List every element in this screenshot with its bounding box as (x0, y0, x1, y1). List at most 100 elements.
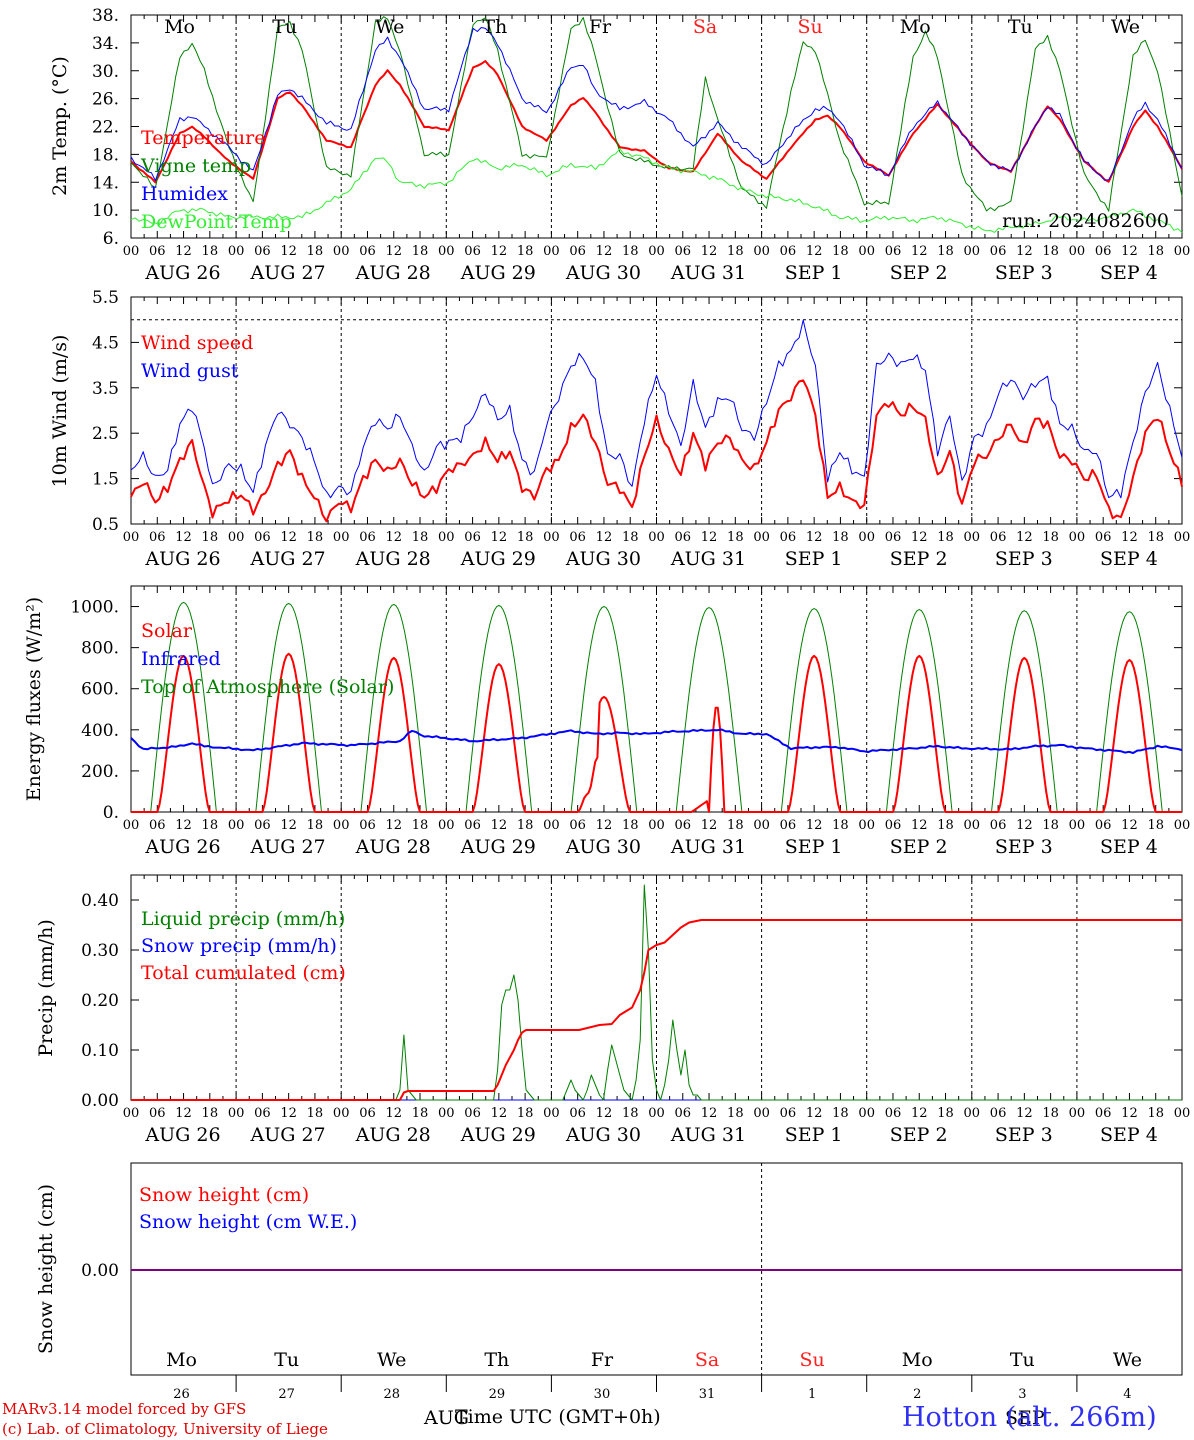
hour-tick-label: 18 (202, 530, 219, 545)
hour-tick-label: 06 (254, 244, 271, 259)
hour-tick-label: 06 (569, 1106, 586, 1121)
y-tick-label: 0.5 (92, 515, 119, 535)
date-label: SEP 4 (1100, 548, 1158, 570)
hour-tick-label: 06 (149, 818, 166, 833)
y-tick-label: 22. (92, 118, 119, 138)
hour-tick-label: 12 (911, 530, 928, 545)
date-label: SEP 1 (785, 548, 843, 570)
hour-tick-label: 12 (701, 1106, 718, 1121)
y-axis-label: Precip (mm/h) (35, 919, 57, 1057)
day-number: 2 (913, 1387, 921, 1402)
hour-tick-label: 18 (307, 818, 324, 833)
hour-tick-label: 18 (517, 244, 534, 259)
month-label: AUG (423, 1407, 469, 1429)
hour-tick-label: 12 (491, 530, 508, 545)
date-label: AUG 29 (460, 548, 536, 570)
date-label: AUG 27 (250, 836, 326, 858)
hour-tick-label: 00 (543, 244, 560, 259)
hour-tick-label: 18 (727, 530, 744, 545)
hour-tick-label: 00 (228, 244, 245, 259)
hour-tick-label: 18 (517, 1106, 534, 1121)
hour-tick-label: 12 (701, 530, 718, 545)
hour-tick-label: 00 (123, 818, 140, 833)
date-label: AUG 31 (670, 262, 746, 284)
hour-tick-label: 00 (1174, 818, 1191, 833)
hour-tick-label: 18 (832, 530, 849, 545)
day-name: Tu (272, 16, 297, 38)
day-number: 29 (489, 1387, 506, 1402)
hour-tick-label: 00 (1069, 530, 1086, 545)
date-label: SEP 1 (785, 836, 843, 858)
hour-tick-label: 00 (333, 244, 350, 259)
date-label: AUG 30 (565, 548, 641, 570)
hour-tick-label: 00 (858, 530, 875, 545)
month-label: SEP (1005, 1407, 1045, 1429)
y-tick-label: 0.40 (81, 891, 119, 911)
date-label: AUG 30 (565, 836, 641, 858)
day-name: Fr (589, 16, 612, 38)
hour-tick-label: 18 (1042, 244, 1059, 259)
legend-entry: Wind gust (141, 360, 239, 382)
day-name: Th (482, 16, 507, 38)
hour-tick-label: 06 (254, 818, 271, 833)
hour-tick-label: 18 (412, 818, 429, 833)
y-tick-label: 400. (81, 721, 119, 741)
hour-tick-label: 06 (885, 1106, 902, 1121)
y-tick-label: 0.30 (81, 941, 119, 961)
date-label: AUG 26 (144, 836, 220, 858)
hour-tick-label: 12 (385, 530, 402, 545)
hour-tick-label: 06 (359, 818, 376, 833)
hour-tick-label: 00 (648, 530, 665, 545)
date-label: AUG 28 (355, 548, 431, 570)
model-credit: MARv3.14 model forced by GFS (2, 1400, 247, 1418)
day-name: We (377, 1349, 406, 1371)
hour-tick-label: 12 (806, 1106, 823, 1121)
day-name: Mo (902, 1349, 933, 1371)
hour-tick-label: 12 (1016, 818, 1033, 833)
y-tick-label: 2.5 (92, 424, 119, 444)
hour-tick-label: 06 (1095, 1106, 1112, 1121)
hour-tick-label: 12 (175, 244, 192, 259)
hour-tick-label: 18 (1042, 530, 1059, 545)
hour-tick-label: 06 (990, 1106, 1007, 1121)
hour-tick-label: 12 (911, 818, 928, 833)
hour-tick-label: 12 (175, 818, 192, 833)
hour-tick-label: 18 (622, 818, 639, 833)
date-label: SEP 1 (785, 262, 843, 284)
day-name: We (1113, 1349, 1142, 1371)
hour-tick-label: 12 (280, 244, 297, 259)
hour-tick-label: 00 (858, 818, 875, 833)
hour-tick-label: 18 (1147, 244, 1164, 259)
hour-tick-label: 18 (622, 1106, 639, 1121)
hour-tick-label: 18 (202, 244, 219, 259)
hour-tick-label: 12 (596, 244, 613, 259)
hour-tick-label: 18 (727, 818, 744, 833)
day-number: 1 (808, 1387, 816, 1402)
hour-tick-label: 06 (359, 530, 376, 545)
hour-tick-label: 18 (727, 1106, 744, 1121)
date-label: SEP 1 (785, 1124, 843, 1146)
hour-tick-label: 00 (438, 530, 455, 545)
station-label: Hotton (alt. 266m) (902, 1402, 1157, 1433)
date-label: AUG 31 (670, 548, 746, 570)
panel-frame (130, 14, 1183, 239)
y-tick-label: 4.5 (92, 333, 119, 353)
legend-entry: Liquid precip (mm/h) (141, 908, 345, 930)
hour-tick-label: 00 (753, 244, 770, 259)
hour-tick-label: 00 (333, 1106, 350, 1121)
y-tick-label: 38. (92, 6, 119, 26)
date-label: AUG 28 (355, 836, 431, 858)
hour-tick-label: 12 (385, 818, 402, 833)
hour-tick-label: 00 (438, 1106, 455, 1121)
y-tick-label: 0.00 (81, 1261, 119, 1281)
hour-tick-label: 18 (937, 530, 954, 545)
hour-tick-label: 00 (123, 1106, 140, 1121)
temperature-line (130, 16, 1183, 212)
legend-entry: Infrared (141, 648, 221, 670)
day-name: Su (800, 1349, 825, 1371)
y-tick-label: 600. (81, 680, 119, 700)
day-name: Fr (591, 1349, 614, 1371)
legend-entry: Snow height (cm) (139, 1184, 309, 1206)
y-tick-label: 3.5 (92, 379, 119, 399)
y-axis-label: 2m Temp. (°C) (49, 56, 71, 196)
